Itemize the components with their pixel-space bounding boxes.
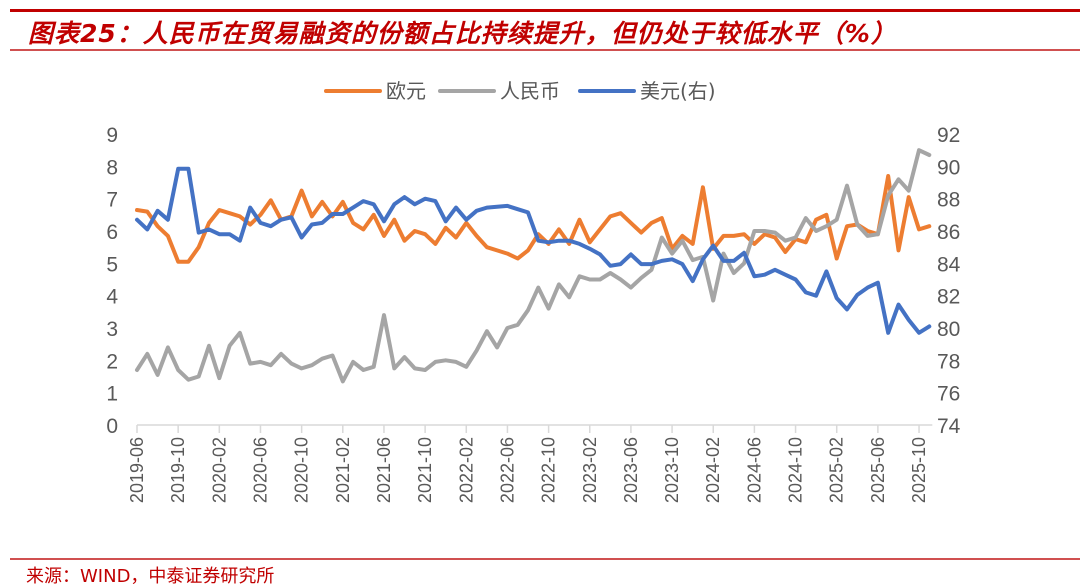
x-tick-label: 2020-02 <box>209 437 229 503</box>
series-line-3 <box>135 166 932 335</box>
y-right-tick-label: 74 <box>937 415 961 438</box>
y-right-tick-label: 86 <box>937 221 960 244</box>
y-left-tick-label: 6 <box>106 221 118 244</box>
y-left-tick-label: 9 <box>106 124 118 147</box>
x-tick-label: 2025-06 <box>868 437 888 503</box>
y-left-tick-label: 4 <box>106 286 118 309</box>
x-tick-label: 2024-02 <box>703 437 723 503</box>
x-tick-label: 2019-10 <box>168 437 188 503</box>
x-tick-label: 2021-10 <box>415 437 435 503</box>
y-left-tick-label: 8 <box>106 156 118 179</box>
y-right-tick-label: 92 <box>937 124 960 147</box>
y-left-tick-label: 3 <box>106 318 118 341</box>
chart-title: 图表25：人民币在贸易融资的份额占比持续提升，但仍处于较低水平（%） <box>28 19 897 48</box>
legend-label: 人民币 <box>500 79 560 103</box>
y-right-tick-label: 76 <box>937 383 960 406</box>
y-right-tick-label: 82 <box>937 286 960 309</box>
legend-label: 美元(右) <box>640 79 716 103</box>
x-tick-label: 2023-10 <box>662 437 682 503</box>
y-right-tick-label: 84 <box>937 253 961 276</box>
x-tick-label: 2021-02 <box>333 437 353 503</box>
y-left-tick-label: 7 <box>106 189 118 212</box>
legend-label: 欧元 <box>386 79 426 103</box>
x-tick-label: 2020-06 <box>250 437 270 503</box>
x-tick-label: 2022-02 <box>456 437 476 503</box>
series-line-1 <box>135 174 932 264</box>
x-tick-label: 2024-10 <box>786 437 806 503</box>
y-left-tick-label: 5 <box>106 253 118 276</box>
y-right-tick-label: 78 <box>937 350 960 373</box>
source-note: 来源：WIND，中泰证券研究所 <box>26 566 275 587</box>
x-tick-label: 2022-10 <box>539 437 559 503</box>
y-right-tick-label: 88 <box>937 189 960 212</box>
footer-rule <box>10 558 1080 560</box>
title-bottom-rule <box>10 49 1080 51</box>
x-tick-label: 2025-10 <box>909 437 929 503</box>
x-tick-label: 2025-02 <box>827 437 847 503</box>
x-tick-label: 2019-06 <box>127 437 147 503</box>
y-left-tick-label: 1 <box>106 383 118 406</box>
series-line-2 <box>135 148 932 384</box>
x-tick-label: 2023-02 <box>580 437 600 503</box>
y-right-tick-label: 80 <box>937 318 960 341</box>
x-tick-label: 2021-06 <box>374 437 394 503</box>
x-tick-label: 2022-06 <box>497 437 517 503</box>
title-top-rule <box>10 9 1080 12</box>
y-right-tick-label: 90 <box>937 156 960 179</box>
y-left-tick-label: 2 <box>106 350 118 373</box>
x-tick-label: 2020-10 <box>292 437 312 503</box>
x-tick-label: 2024-06 <box>744 437 764 503</box>
x-tick-label: 2023-06 <box>621 437 641 503</box>
y-left-tick-label: 0 <box>106 415 118 438</box>
